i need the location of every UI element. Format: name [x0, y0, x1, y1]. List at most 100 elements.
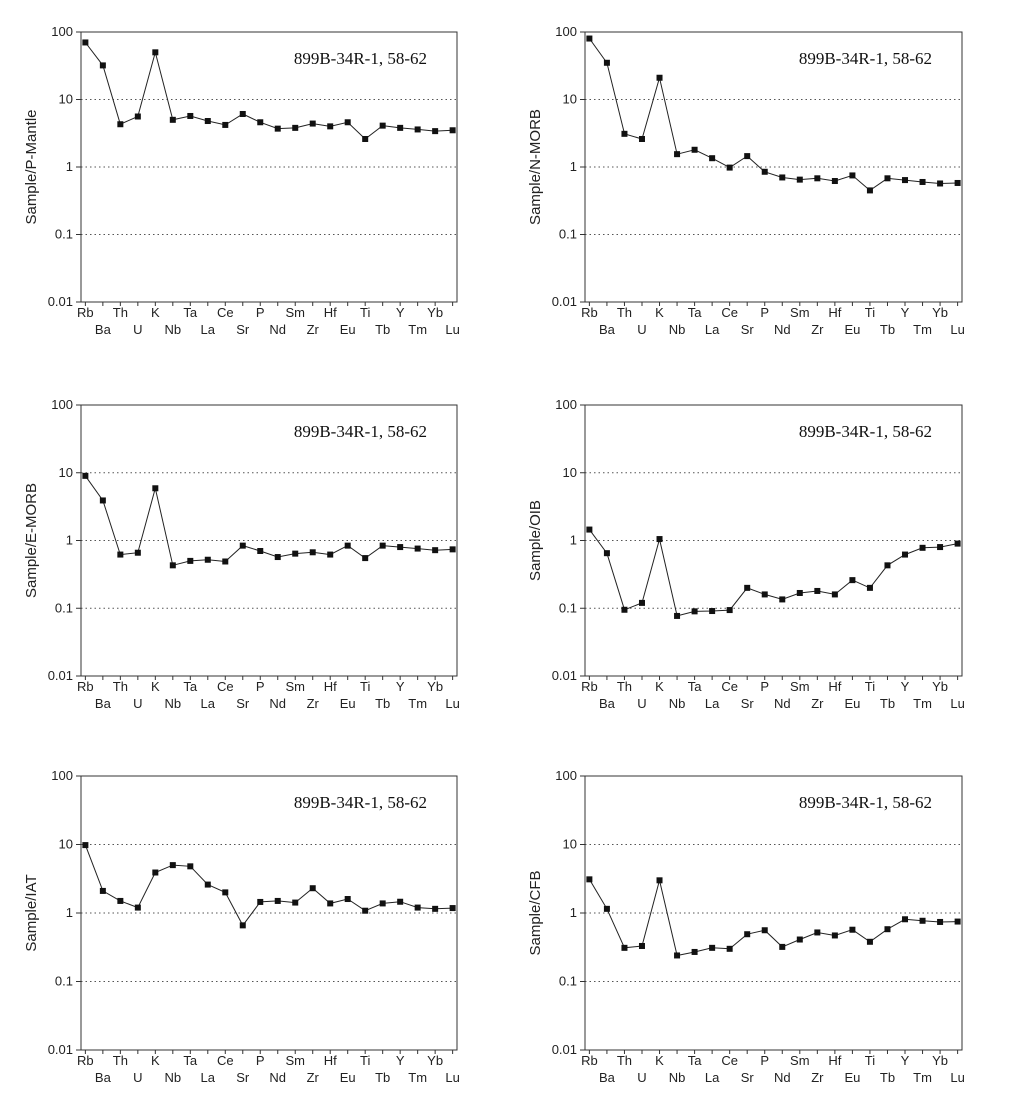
data-point-Zr: [309, 549, 316, 556]
y-tick-label: 100: [555, 24, 577, 39]
x-tick-label: Zr: [307, 696, 320, 711]
x-tick-label: Hf: [324, 679, 337, 694]
x-tick-label: Nb: [165, 1070, 182, 1085]
data-point-Zr: [309, 120, 316, 127]
data-point-Hf: [831, 178, 838, 185]
data-point-Th: [621, 130, 628, 137]
y-tick-label: 0.1: [559, 600, 577, 615]
data-point-Rb: [586, 526, 593, 533]
data-point-Nb: [169, 116, 176, 123]
y-tick-label: 1: [570, 905, 577, 920]
data-point-La: [204, 881, 211, 888]
data-point-P: [257, 119, 264, 126]
x-tick-label: P: [760, 1053, 769, 1068]
sample-label: 899B-34R-1, 58-62: [799, 422, 932, 441]
x-tick-label: Ti: [865, 679, 875, 694]
data-point-Ta: [691, 146, 698, 153]
x-tick-label: Ba: [599, 1070, 616, 1085]
data-point-Sm: [292, 899, 299, 906]
x-tick-label: U: [133, 696, 142, 711]
x-tick-label: Zr: [811, 696, 824, 711]
x-tick-label: Yb: [932, 1053, 948, 1068]
data-point-U: [134, 113, 141, 120]
x-tick-label: La: [201, 1070, 216, 1085]
x-tick-label: Hf: [324, 305, 337, 320]
y-tick-label: 0.1: [55, 974, 73, 989]
x-tick-label: K: [151, 305, 160, 320]
data-point-Ti: [362, 135, 369, 142]
data-point-Tm: [919, 544, 926, 551]
x-tick-label: Lu: [445, 322, 459, 337]
x-tick-label: Y: [396, 679, 405, 694]
x-tick-label: Tb: [880, 696, 895, 711]
x-tick-label: Th: [617, 1053, 632, 1068]
y-tick-label: 10: [563, 92, 577, 107]
data-point-Ba: [99, 62, 106, 69]
data-point-Sr: [239, 110, 246, 117]
x-tick-label: K: [655, 679, 664, 694]
data-point-Hf: [327, 900, 334, 907]
y-axis-title: Sample/P-Mantle: [23, 109, 40, 224]
y-tick-label: 0.01: [48, 1042, 73, 1057]
x-tick-label: Th: [113, 679, 128, 694]
data-point-Lu: [449, 905, 456, 912]
series-line: [84, 844, 453, 927]
x-tick-label: Sr: [741, 1070, 755, 1085]
x-tick-label: Nd: [269, 322, 286, 337]
data-point-Tm: [919, 178, 926, 185]
x-tick-label: Tm: [408, 1070, 427, 1085]
data-point-U: [134, 904, 141, 911]
x-tick-label: La: [705, 322, 720, 337]
x-tick-label: Lu: [950, 696, 964, 711]
data-point-K: [152, 869, 159, 876]
y-tick-label: 100: [51, 24, 73, 39]
x-tick-label: Tm: [408, 322, 427, 337]
x-tick-label: Zr: [811, 322, 824, 337]
x-tick-label: Nd: [269, 696, 286, 711]
y-tick-label: 0.1: [559, 974, 577, 989]
data-point-Tb: [884, 926, 891, 933]
data-point-Eu: [849, 577, 856, 584]
x-tick-label: Sr: [236, 322, 250, 337]
data-point-Ba: [603, 59, 610, 66]
y-axis-title: Sample/E-MORB: [23, 483, 40, 598]
x-tick-label: U: [637, 1070, 646, 1085]
data-point-U: [638, 942, 645, 949]
x-tick-label: Tm: [408, 696, 427, 711]
x-tick-label: Nb: [669, 322, 686, 337]
data-point-Ta: [187, 863, 194, 870]
x-tick-label: P: [760, 679, 769, 694]
data-point-Tm: [414, 545, 421, 552]
data-point-Ce: [222, 889, 229, 896]
x-tick-label: Ce: [721, 305, 738, 320]
x-tick-label: Nd: [774, 1070, 791, 1085]
y-tick-label: 0.01: [552, 294, 577, 309]
data-point-Nb: [674, 151, 681, 158]
x-tick-label: Sm: [790, 305, 810, 320]
data-point-Ta: [187, 557, 194, 564]
data-point-Nb: [169, 862, 176, 869]
data-point-Lu: [954, 918, 961, 925]
x-tick-label: Rb: [77, 305, 94, 320]
x-tick-label: Eu: [844, 1070, 860, 1085]
data-point-Ti: [866, 187, 873, 194]
data-point-Rb: [586, 35, 593, 42]
x-tick-label: K: [655, 1053, 664, 1068]
data-point-Ti: [362, 907, 369, 914]
y-tick-label: 100: [555, 768, 577, 783]
x-tick-label: Tb: [375, 1070, 390, 1085]
data-point-La: [709, 608, 716, 615]
x-tick-label: Th: [113, 1053, 128, 1068]
data-point-Nd: [779, 943, 786, 950]
y-tick-label: 1: [66, 159, 73, 174]
data-point-Th: [117, 897, 124, 904]
x-tick-label: Lu: [445, 696, 459, 711]
x-tick-label: U: [133, 322, 142, 337]
x-tick-label: Sm: [790, 1053, 810, 1068]
data-point-Eu: [849, 172, 856, 179]
x-tick-label: La: [705, 1070, 720, 1085]
